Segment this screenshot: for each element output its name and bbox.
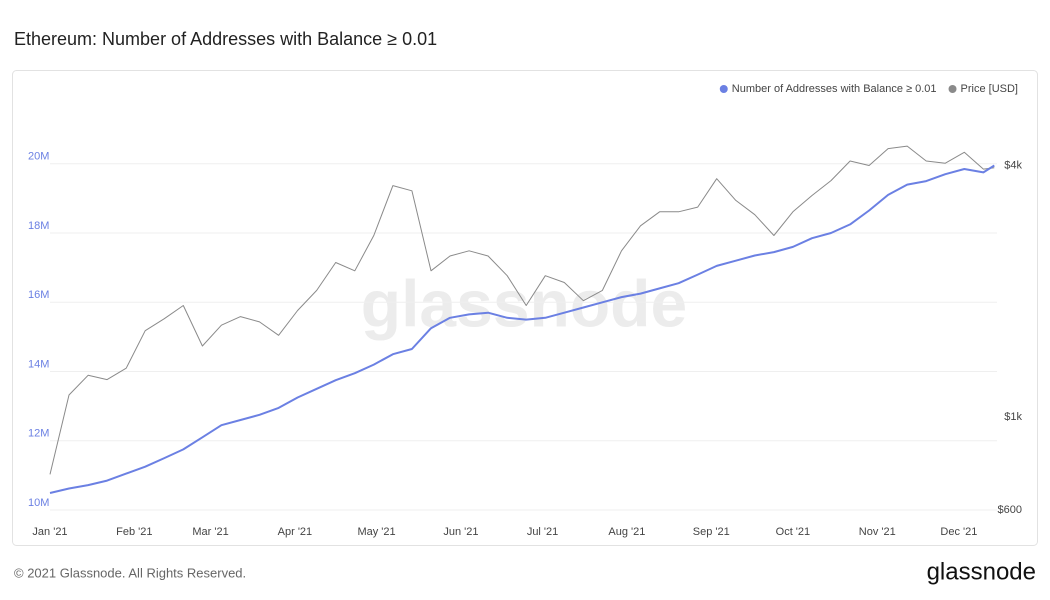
x-tick-label: Apr '21 — [278, 526, 313, 538]
legend-marker — [948, 85, 957, 93]
x-tick-label: Aug '21 — [608, 526, 645, 538]
price-line — [49, 145, 995, 475]
x-tick-label: Sep '21 — [693, 526, 730, 538]
x-tick-label: Jan '21 — [32, 526, 67, 538]
y-tick-label: 12M — [28, 428, 49, 440]
copyright: © 2021 Glassnode. All Rights Reserved. — [14, 565, 246, 580]
watermark: glassnode — [361, 266, 687, 340]
x-tick-label: Mar '21 — [192, 526, 228, 538]
address-line — [49, 164, 995, 494]
y2-tick-label: $1k — [1004, 411, 1022, 423]
chart-card — [12, 70, 1038, 546]
x-tick-label: Jun '21 — [443, 526, 478, 538]
x-tick-label: Jul '21 — [527, 526, 558, 538]
x-tick-label: Dec '21 — [940, 526, 977, 538]
y-tick-label: 14M — [28, 358, 49, 370]
logo: glassnode — [927, 558, 1036, 585]
y-tick-label: 18M — [28, 220, 49, 232]
y2-tick-label: $600 — [998, 504, 1022, 516]
y-tick-label: 20M — [28, 151, 49, 163]
y2-tick-label: $4k — [1004, 159, 1022, 171]
legend-marker — [719, 85, 728, 93]
x-tick-label: Feb '21 — [116, 526, 152, 538]
x-tick-label: May '21 — [357, 526, 395, 538]
y-tick-label: 10M — [28, 497, 49, 509]
legend-label: Number of Addresses with Balance ≥ 0.01 — [732, 83, 937, 95]
legend-label: Price [USD] — [961, 83, 1018, 95]
chart-title: Ethereum: Number of Addresses with Balan… — [14, 29, 437, 49]
x-tick-label: Oct '21 — [776, 526, 811, 538]
y-tick-label: 16M — [28, 289, 49, 301]
x-tick-label: Nov '21 — [859, 526, 896, 538]
